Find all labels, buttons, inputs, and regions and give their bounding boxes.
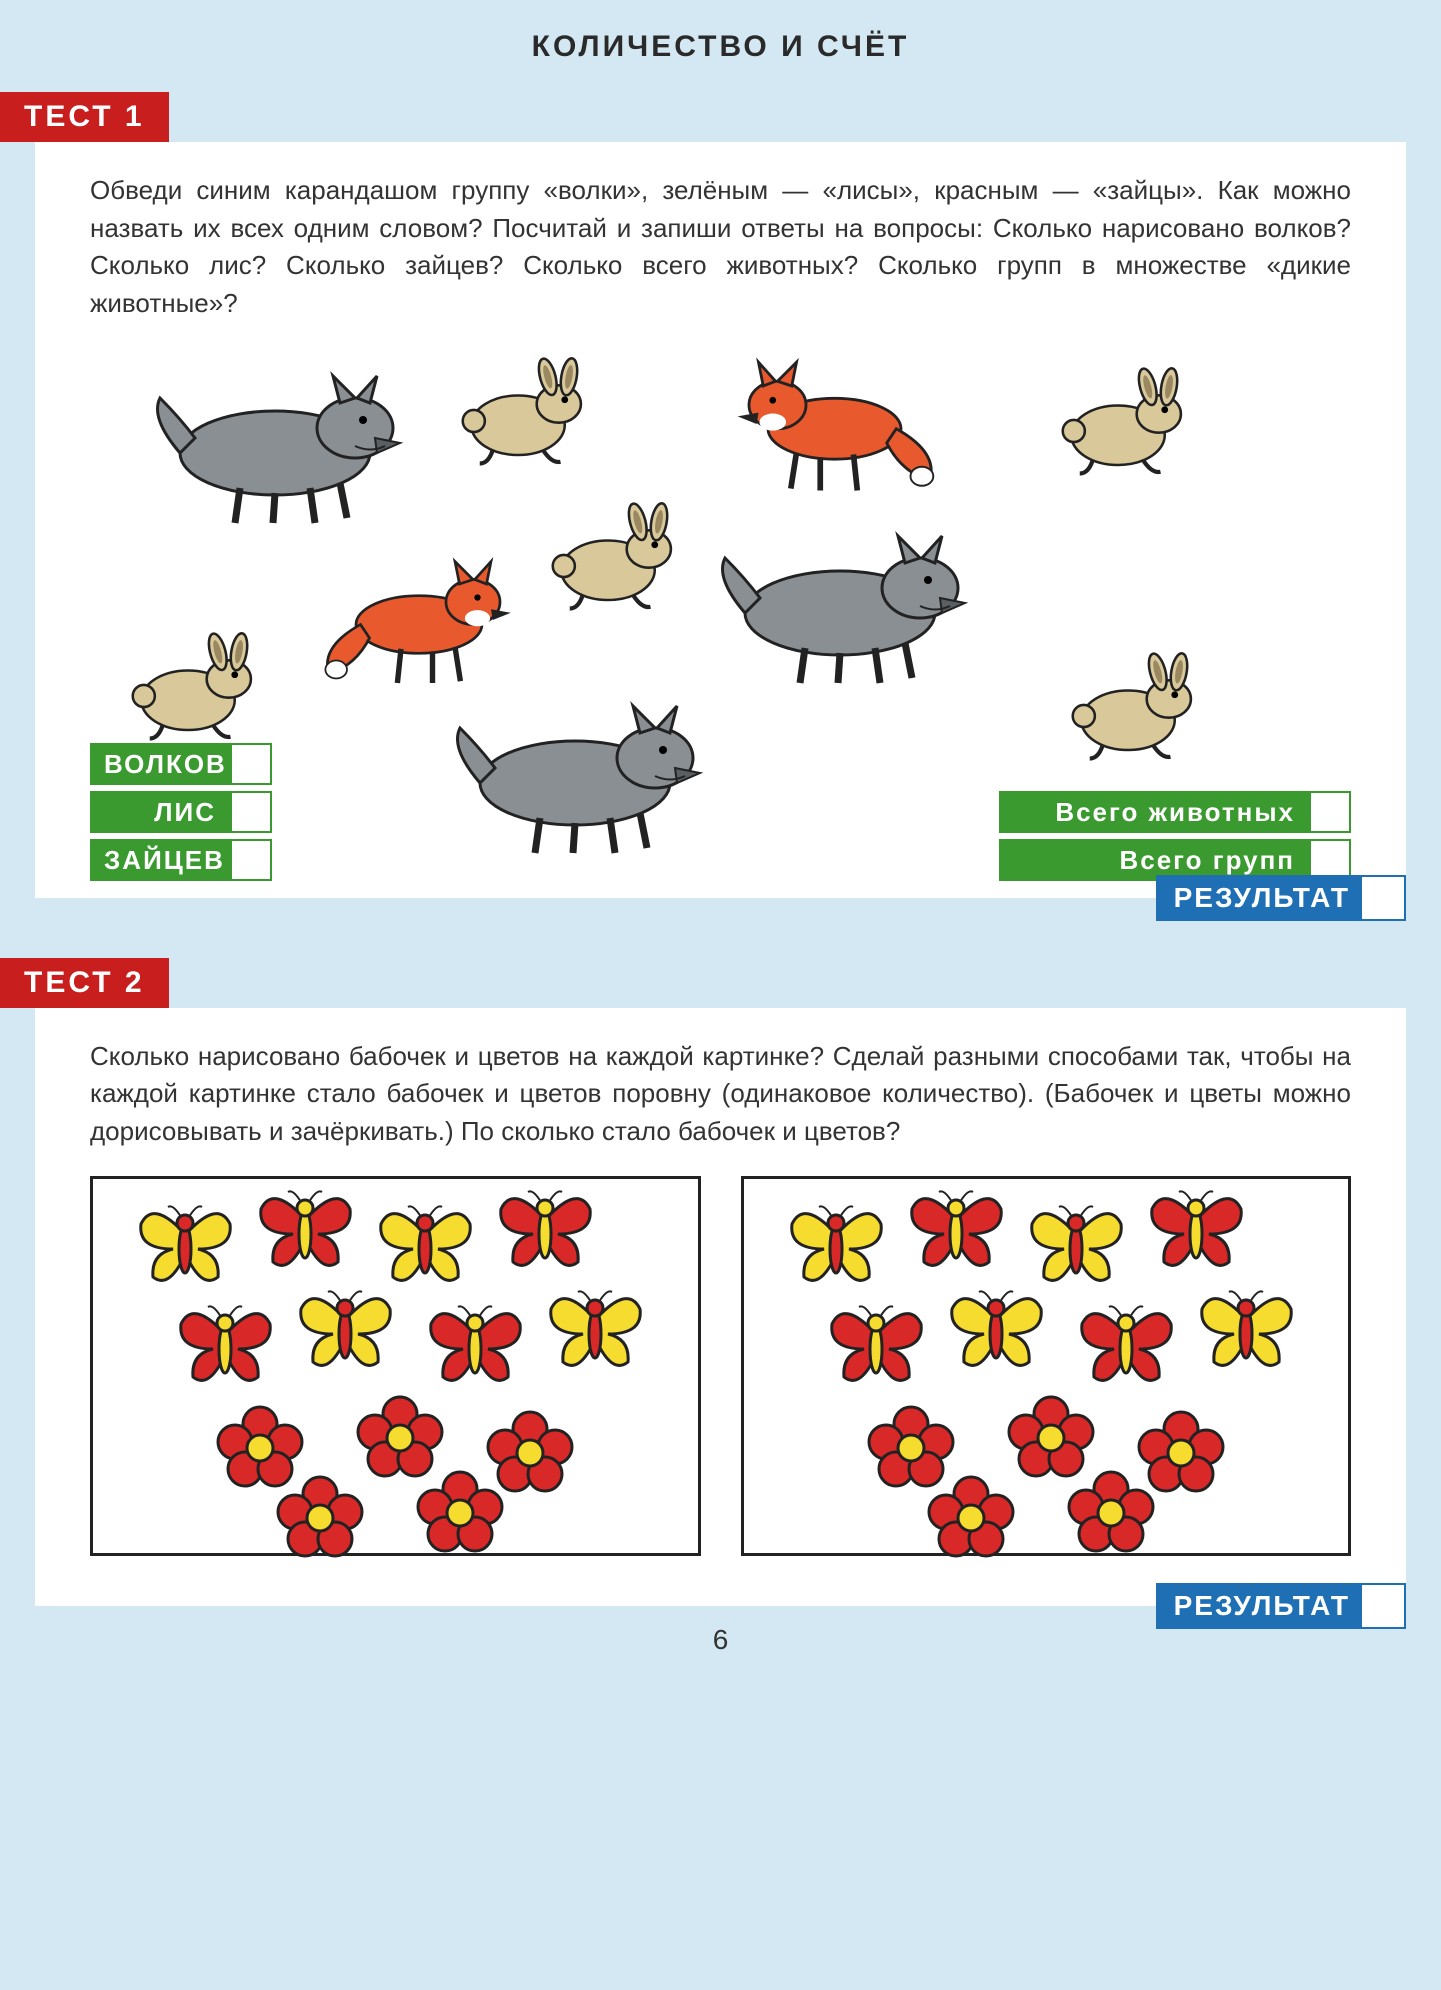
wolf-icon <box>710 518 970 693</box>
answer-foxes: ЛИС <box>90 791 272 833</box>
wolf-icon <box>445 688 705 863</box>
wolf-icon <box>145 358 405 533</box>
butterfly-icon <box>1074 1299 1179 1399</box>
test2-panel-right[interactable] <box>741 1176 1352 1556</box>
test2-panels <box>90 1176 1351 1556</box>
worksheet-page: КОЛИЧЕСТВО И СЧЁТ ТЕСТ 1 Обведи синим ка… <box>0 0 1441 1990</box>
test1-instructions: Обведи синим карандашом группу «волки», … <box>90 172 1351 323</box>
test2-card: Сколько нарисовано бабочек и цветов на к… <box>35 1008 1406 1606</box>
test1-result: РЕЗУЛЬТАТ <box>1156 875 1406 921</box>
fox-icon <box>320 548 518 697</box>
answer-total-animals-label: Всего животных <box>999 791 1309 833</box>
answer-wolves-label: ВОЛКОВ <box>90 743 230 785</box>
test2-panel-left[interactable] <box>90 1176 701 1556</box>
fox-icon <box>730 348 939 505</box>
test1-result-box[interactable] <box>1360 875 1406 921</box>
test1-card: Обведи синим карандашом группу «волки», … <box>35 142 1406 898</box>
butterfly-icon <box>904 1184 1009 1284</box>
flower-icon <box>413 1469 508 1564</box>
answer-rabbits: ЗАЙЦЕВ <box>90 839 272 881</box>
butterfly-icon <box>173 1299 278 1399</box>
test1-result-label: РЕЗУЛЬТАТ <box>1174 875 1350 921</box>
test2-result: РЕЗУЛЬТАТ <box>1156 1583 1406 1629</box>
rabbit-icon <box>1060 648 1205 771</box>
test2-instructions: Сколько нарисовано бабочек и цветов на к… <box>90 1038 1351 1151</box>
answer-rabbits-label: ЗАЙЦЕВ <box>90 839 230 881</box>
answer-foxes-box[interactable] <box>230 791 272 833</box>
flower-icon <box>924 1474 1019 1569</box>
butterfly-icon <box>824 1299 929 1399</box>
flower-icon <box>273 1474 368 1569</box>
rabbit-icon <box>450 353 595 476</box>
butterfly-icon <box>1144 1184 1249 1284</box>
rabbit-icon <box>540 498 685 621</box>
answer-total-animals: Всего животных <box>999 791 1351 833</box>
rabbit-icon <box>120 628 265 751</box>
butterfly-icon <box>1194 1284 1299 1384</box>
answer-total-animals-box[interactable] <box>1309 791 1351 833</box>
butterfly-icon <box>944 1284 1049 1384</box>
test2-result-label: РЕЗУЛЬТАТ <box>1174 1583 1350 1629</box>
butterfly-icon <box>293 1284 398 1384</box>
butterfly-icon <box>493 1184 598 1284</box>
answer-wolves: ВОЛКОВ <box>90 743 272 785</box>
butterfly-icon <box>253 1184 358 1284</box>
answer-foxes-label: ЛИС <box>90 791 230 833</box>
test2-result-box[interactable] <box>1360 1583 1406 1629</box>
answer-wolves-box[interactable] <box>230 743 272 785</box>
page-title: КОЛИЧЕСТВО И СЧЁТ <box>35 30 1406 64</box>
test1-tag: ТЕСТ 1 <box>0 92 169 142</box>
flower-icon <box>1064 1469 1159 1564</box>
butterfly-icon <box>784 1199 889 1299</box>
answer-rabbits-box[interactable] <box>230 839 272 881</box>
rabbit-icon <box>1050 363 1195 486</box>
butterfly-icon <box>543 1284 648 1384</box>
butterfly-icon <box>423 1299 528 1399</box>
test2-tag: ТЕСТ 2 <box>0 958 169 1008</box>
test1-scene: ВОЛКОВ ЛИС ЗАЙЦЕВ Всего животных Всего г… <box>90 348 1351 888</box>
butterfly-icon <box>133 1199 238 1299</box>
